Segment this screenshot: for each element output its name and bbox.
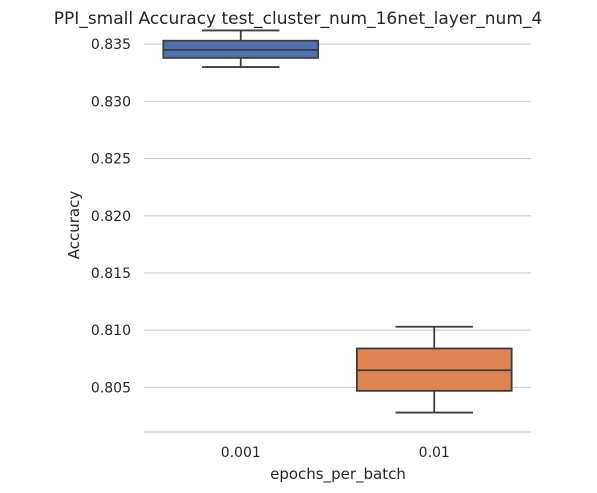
x-tick-label: 0.01 bbox=[419, 445, 450, 461]
chart-title: PPI_small Accuracy test_cluster_num_16ne… bbox=[54, 9, 542, 29]
box-group-0.01 bbox=[355, 325, 513, 414]
x-tick-label: 0.001 bbox=[221, 445, 261, 461]
y-tick-label: 0.830 bbox=[91, 94, 131, 110]
y-tick-label: 0.805 bbox=[91, 380, 131, 396]
x-axis-label: epochs_per_batch bbox=[270, 465, 406, 484]
y-tick-label: 0.825 bbox=[91, 152, 131, 168]
box-group-0.001 bbox=[162, 29, 320, 68]
y-axis-label: Accuracy bbox=[65, 191, 83, 260]
y-tick-label: 0.810 bbox=[91, 323, 131, 339]
y-tick-label: 0.815 bbox=[91, 266, 131, 282]
y-tick-label: 0.820 bbox=[91, 209, 131, 225]
gridlines bbox=[144, 43, 531, 388]
y-axis-ticks: 0.805 0.810 0.815 0.820 0.825 0.830 0.835 bbox=[91, 37, 131, 396]
x-axis-ticks: 0.001 0.01 bbox=[221, 445, 450, 461]
y-tick-label: 0.835 bbox=[91, 37, 131, 53]
boxes bbox=[162, 29, 513, 414]
